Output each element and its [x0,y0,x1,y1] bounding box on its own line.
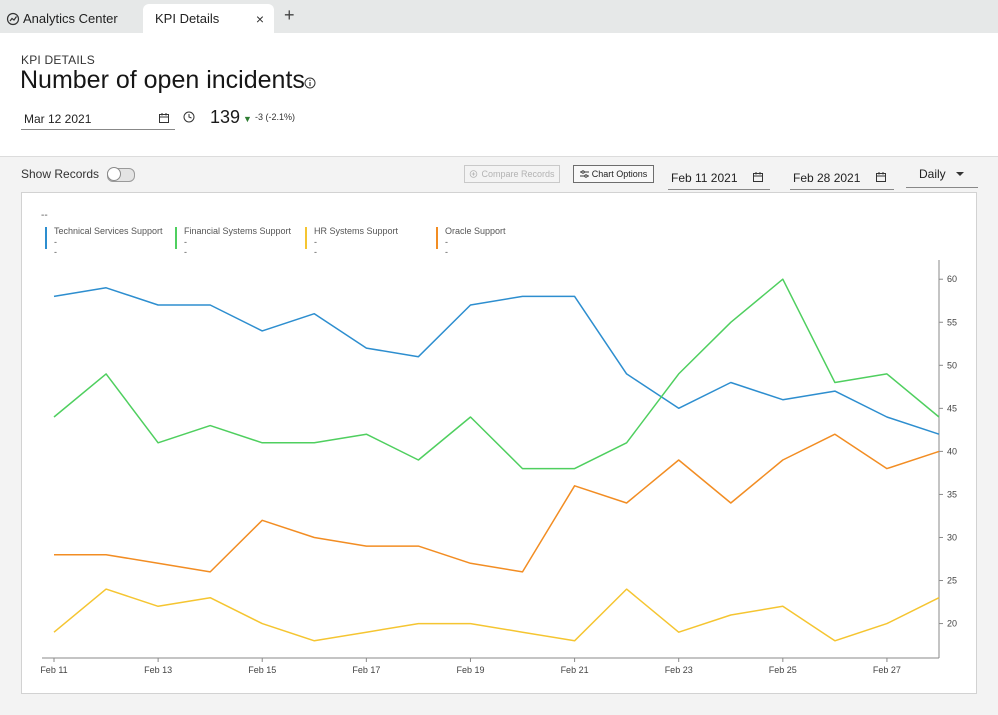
y-tick-label: 45 [947,403,957,413]
legend-swatch [175,227,177,249]
calendar-icon[interactable] [753,172,763,182]
chevron-down-icon [956,172,964,176]
kpi-date-field[interactable]: Mar 12 2021 [21,107,175,130]
y-tick-label: 55 [947,317,957,327]
interval-select[interactable]: Daily [906,163,978,188]
y-tick-label: 50 [947,360,957,370]
legend-item-financial-systems[interactable]: Financial Systems Support -- [175,226,291,257]
calendar-icon[interactable] [876,172,886,182]
line-chart: 20 25 30 35 40 45 50 55 60 Feb 11 Feb 13 Feb 15 Feb … [40,260,957,675]
tab-kpi-details-label: KPI Details [155,11,220,26]
tab-bar: Analytics Center KPI Details × + [0,0,998,33]
start-date-field[interactable]: Feb 11 2021 [668,165,770,190]
legend-name: HR Systems Support [314,226,399,236]
legend-value: -- [445,237,448,257]
x-tick-label: Feb 17 [352,665,380,675]
y-tick-label: 30 [947,532,957,542]
kpi-value: 139 [210,107,241,127]
kpi-date-value: Mar 12 2021 [24,112,92,126]
chart-options-button[interactable]: Chart Options [573,165,654,183]
show-records-toggle[interactable] [107,167,135,182]
y-tick-label: 60 [947,274,957,284]
close-tab-icon[interactable]: × [255,11,264,27]
calendar-icon[interactable] [159,113,169,123]
section-label: KPI DETAILS [21,53,96,67]
x-tick-label: Feb 13 [144,665,172,675]
legend-swatch [45,227,47,249]
info-icon[interactable] [304,77,316,89]
y-tick-label: 25 [947,576,957,586]
tab-analytics-center-label: Analytics Center [23,11,118,26]
plus-circle-icon [470,170,478,178]
legend-item-hr-systems[interactable]: HR Systems Support -- [305,226,398,257]
trend-down-icon: ▼ [243,114,252,124]
compare-records-label: Compare Records [481,169,555,179]
clock-icon[interactable] [183,111,195,123]
x-tick-label: Feb 23 [665,665,693,675]
end-date-field[interactable]: Feb 28 2021 [790,165,894,190]
y-tick-label: 20 [947,619,957,629]
tab-analytics-center[interactable]: Analytics Center [6,4,118,33]
legend-name: Oracle Support [445,226,506,236]
page-title: Number of open incidents [20,66,305,94]
series-line-hr-systems-support [53,588,940,642]
x-tick-label: Feb 27 [873,665,901,675]
x-tick-label: Feb 19 [456,665,484,675]
add-tab-button[interactable]: + [284,5,295,25]
x-tick-label: Feb 15 [248,665,276,675]
tab-kpi-details[interactable]: KPI Details × [143,4,274,33]
legend-value: -- [184,237,187,257]
series-line-technical-services-support [53,287,940,435]
legend-swatch [305,227,307,249]
toggle-knob [107,167,121,181]
x-tick-label: Feb 11 [40,665,67,675]
kpi-change: -3 (-2.1%) [255,112,296,122]
legend-item-oracle[interactable]: Oracle Support -- [436,226,506,257]
legend-placeholder: -- [41,210,48,221]
start-date-value: Feb 11 2021 [671,171,738,185]
legend-swatch [436,227,438,249]
y-tick-label: 40 [947,446,957,456]
end-date-value: Feb 28 2021 [793,171,861,185]
legend-name: Financial Systems Support [184,226,292,236]
x-tick-label: Feb 25 [769,665,797,675]
legend-name: Technical Services Support [54,226,163,236]
series-line-financial-systems-support [53,278,940,470]
interval-value: Daily [919,167,946,181]
sliders-icon [579,170,589,178]
legend-value: -- [314,237,317,257]
legend-value: -- [54,237,57,257]
legend-item-technical-services[interactable]: Technical Services Support -- [45,226,163,257]
show-records-label: Show Records [21,167,100,181]
chart-options-label: Chart Options [591,169,648,179]
x-tick-label: Feb 21 [561,665,589,675]
analytics-home-icon [6,12,20,25]
compare-records-button[interactable]: Compare Records [464,165,560,183]
series-line-oracle-support [54,433,940,573]
y-tick-label: 35 [947,489,957,499]
